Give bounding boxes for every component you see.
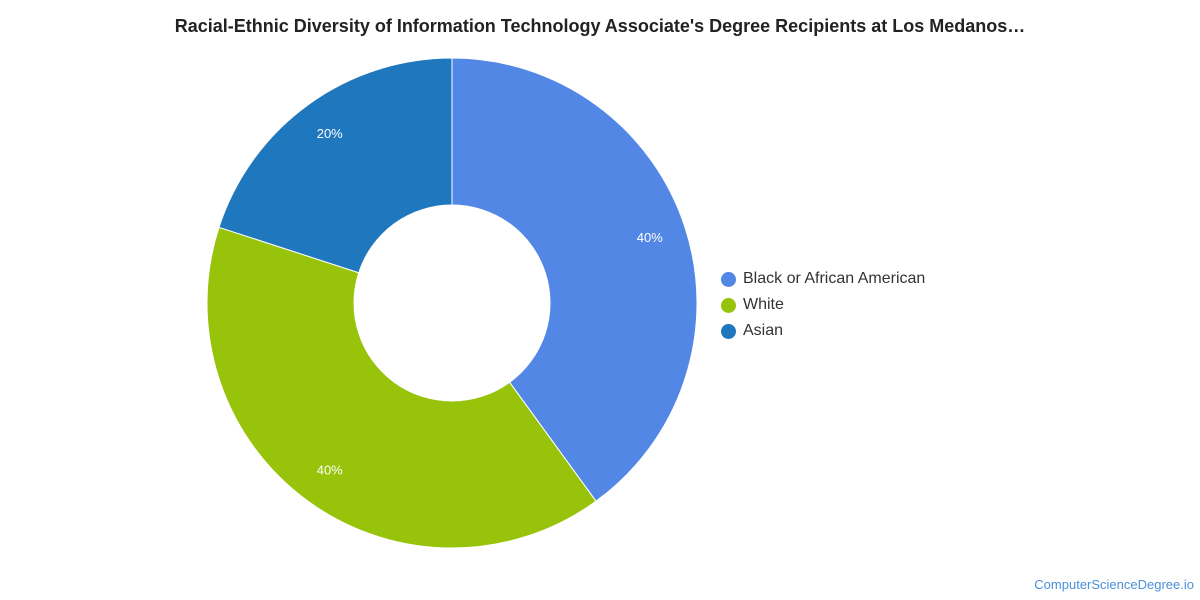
legend-item-white[interactable]: White bbox=[721, 292, 925, 318]
chart-title: Racial-Ethnic Diversity of Information T… bbox=[174, 16, 1026, 36]
legend-label-white: White bbox=[743, 296, 784, 313]
slice-white[interactable] bbox=[206, 226, 597, 549]
legend-swatch-asian bbox=[721, 323, 736, 339]
slice-black-or-african-american[interactable] bbox=[451, 57, 698, 502]
data-label-black-or-african-american: 40% bbox=[637, 230, 663, 245]
legend-swatch-black-or-african-american bbox=[721, 271, 736, 287]
data-label-white: 40% bbox=[317, 463, 343, 478]
legend-swatch-white bbox=[721, 297, 736, 313]
chart-legend: Black or African American White Asian bbox=[721, 266, 925, 344]
legend-item-asian[interactable]: Asian bbox=[721, 318, 925, 344]
legend-label-asian: Asian bbox=[743, 322, 784, 339]
slice-asian[interactable] bbox=[218, 57, 453, 274]
legend-item-black-or-african-american[interactable]: Black or African American bbox=[721, 266, 925, 292]
data-label-asian: 20% bbox=[317, 126, 343, 141]
legend-label-black-or-african-american: Black or African American bbox=[743, 270, 926, 287]
site-watermark[interactable]: ComputerScienceDegree.io bbox=[1034, 577, 1194, 592]
